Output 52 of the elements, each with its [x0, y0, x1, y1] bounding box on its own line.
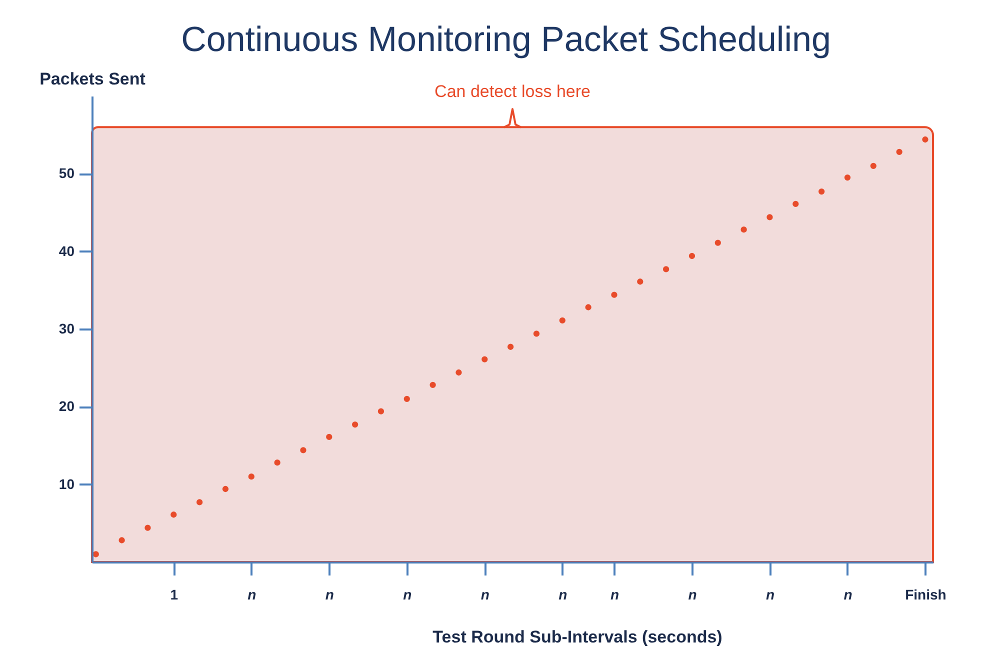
point	[637, 278, 644, 285]
y-tick-label: 20	[58, 398, 75, 414]
x-tick-label: n	[480, 586, 490, 602]
y-tick-label: 30	[58, 320, 75, 336]
point	[352, 421, 358, 428]
point	[404, 396, 410, 402]
x-tick-label: n	[688, 586, 697, 602]
point	[559, 317, 566, 324]
x-tick-label: n	[325, 586, 334, 602]
point	[792, 200, 799, 208]
x-tick-label: n	[844, 586, 852, 602]
y-axis-title: Packets Sent	[40, 70, 146, 88]
point	[766, 214, 773, 220]
x-tick-label: 1	[170, 586, 178, 602]
y-tick-label: 40	[58, 242, 75, 259]
x-tick-label: n	[558, 586, 568, 602]
x-tick-label: n	[766, 586, 775, 602]
point	[585, 304, 592, 310]
point	[818, 188, 825, 195]
chart-title: Continuous Monitoring Packet Scheduling	[181, 20, 831, 59]
point	[248, 473, 254, 480]
x-axis-title: Test Round Sub-Intervals (seconds)	[432, 628, 722, 646]
y-tick-label: 10	[58, 476, 75, 492]
point	[326, 434, 332, 440]
point	[482, 356, 488, 362]
point	[274, 460, 280, 466]
x-tick-label: n	[610, 586, 620, 602]
x-tick-label: n	[248, 586, 256, 602]
point	[378, 408, 384, 414]
band-label: Can detect loss here	[434, 82, 590, 102]
y-tick-label: 50	[58, 165, 75, 182]
point	[662, 266, 670, 272]
point	[456, 369, 462, 376]
point	[170, 512, 177, 518]
point	[844, 174, 851, 181]
point	[430, 382, 436, 388]
point	[533, 330, 540, 337]
point	[144, 524, 151, 531]
point	[922, 136, 928, 143]
point	[611, 292, 618, 298]
x-tick-label: Finish	[905, 586, 946, 602]
point	[300, 447, 306, 454]
point	[714, 240, 721, 246]
x-tick-label: n	[403, 586, 412, 602]
point	[688, 252, 696, 260]
point	[507, 344, 514, 350]
point	[196, 499, 203, 506]
point	[118, 537, 125, 544]
point	[222, 486, 229, 492]
point	[896, 148, 902, 155]
point	[870, 162, 876, 169]
point	[740, 226, 747, 233]
